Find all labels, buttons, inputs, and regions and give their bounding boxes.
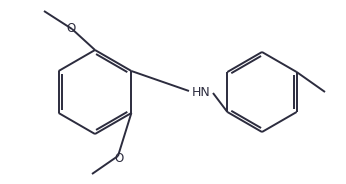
Text: O: O xyxy=(66,22,76,35)
Text: O: O xyxy=(115,151,124,164)
Text: HN: HN xyxy=(192,86,210,98)
